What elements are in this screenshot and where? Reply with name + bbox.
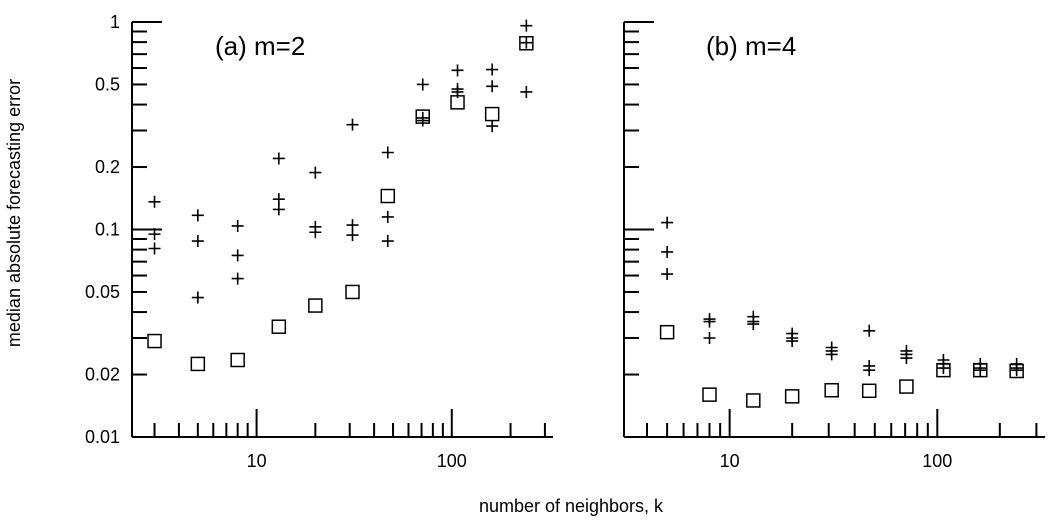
panel-a: 10 100 1 0.5 0.2 0.1 0.05 0.02 0.01 (a) m=2 xyxy=(85,12,553,471)
plus-marker xyxy=(703,331,716,344)
y-tick-label: 0.5 xyxy=(95,74,120,94)
plus-marker xyxy=(520,85,533,98)
plus-marker xyxy=(381,210,394,223)
square-marker xyxy=(861,383,877,399)
plus-marker xyxy=(416,78,429,91)
plus-marker xyxy=(231,219,244,232)
plus-marker xyxy=(191,291,204,304)
x-tick-label: 10 xyxy=(720,451,740,471)
plus-marker xyxy=(863,364,876,377)
x-tick-label: 10 xyxy=(247,451,267,471)
x-axis-label: number of neighbors, k xyxy=(479,496,664,516)
panel-title: (a) m=2 xyxy=(215,31,305,61)
plus-marker xyxy=(661,245,674,258)
plus-marker xyxy=(863,324,876,337)
plus-marker xyxy=(272,193,285,206)
plus-marker xyxy=(661,268,674,281)
y-tick-label: 0.05 xyxy=(85,282,120,302)
square-marker xyxy=(746,393,761,408)
square-marker xyxy=(936,362,951,378)
plus-marker xyxy=(486,120,499,133)
plus-marker xyxy=(451,64,464,77)
plus-marker xyxy=(416,114,429,127)
y-axis-label: median absolute forecasting error xyxy=(4,79,24,347)
panel-b: 10 100 (b) m=4 xyxy=(623,21,1045,471)
plus-marker xyxy=(661,216,674,229)
plus-marker xyxy=(346,229,359,242)
square-marker xyxy=(1009,363,1024,379)
plus-marker xyxy=(148,242,161,255)
square-marker xyxy=(784,389,800,404)
plus-marker xyxy=(486,63,499,76)
plus-marker xyxy=(148,228,161,241)
square-marker xyxy=(702,387,717,402)
square-marker xyxy=(147,333,162,349)
plus-marker xyxy=(786,335,799,348)
plus-marker xyxy=(703,315,716,328)
plus-marker xyxy=(231,249,244,262)
y-tick-label: 0.1 xyxy=(95,220,120,240)
y-tick-label: 0.02 xyxy=(85,365,120,385)
plus-marker xyxy=(381,235,394,248)
square-marker xyxy=(345,284,360,300)
plus-marker xyxy=(272,152,285,165)
plus-marker xyxy=(148,195,161,208)
plus-marker xyxy=(825,348,838,361)
square-marker xyxy=(190,356,206,372)
plus-marker xyxy=(520,19,533,32)
y-tick-label: 1 xyxy=(110,12,120,32)
square-marker xyxy=(973,362,988,378)
square-marker xyxy=(415,109,431,124)
square-marker xyxy=(450,95,465,110)
square-marker xyxy=(659,324,675,340)
square-marker xyxy=(519,35,534,51)
plus-marker xyxy=(486,80,499,93)
plus-marker xyxy=(346,118,359,131)
y-tick-label: 0.2 xyxy=(95,157,120,177)
plus-marker xyxy=(520,36,533,49)
plus-marker xyxy=(747,318,760,331)
plus-marker xyxy=(1010,364,1023,377)
square-marker xyxy=(271,319,287,334)
plus-marker xyxy=(191,235,204,248)
square-marker xyxy=(484,106,500,122)
plus-marker xyxy=(272,203,285,216)
plus-marker xyxy=(231,272,244,285)
panel-title: (b) m=4 xyxy=(706,31,796,61)
plus-marker xyxy=(381,146,394,159)
square-marker xyxy=(308,298,323,313)
plus-marker xyxy=(309,226,322,239)
square-marker xyxy=(380,188,396,204)
y-tick-label: 0.01 xyxy=(85,427,120,447)
x-tick-label: 100 xyxy=(922,451,952,471)
square-marker xyxy=(230,352,245,368)
plus-marker xyxy=(974,364,987,377)
square-marker xyxy=(899,379,914,394)
plus-marker xyxy=(309,166,322,179)
x-tick-label: 100 xyxy=(437,451,467,471)
square-marker xyxy=(824,382,839,398)
plus-marker xyxy=(191,209,204,222)
plus-marker xyxy=(900,352,913,365)
